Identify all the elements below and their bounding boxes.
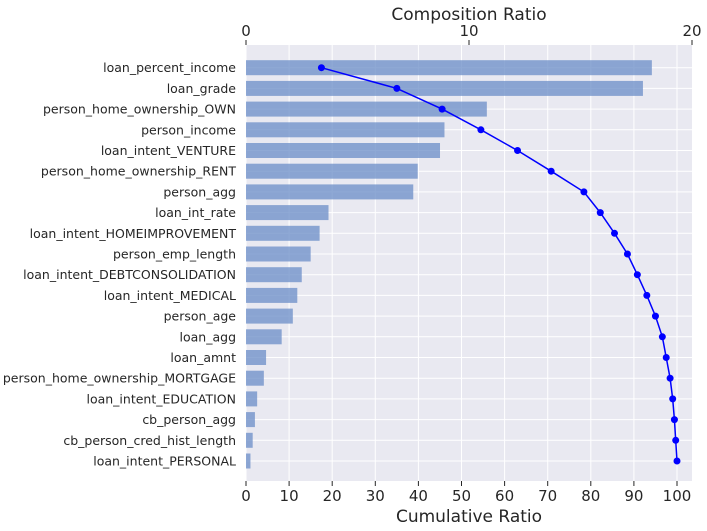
cumulative-point	[643, 291, 651, 299]
category-label: loan_intent_MEDICAL	[104, 288, 236, 303]
top-tick-label: 0	[241, 22, 251, 40]
cumulative-point	[317, 64, 325, 72]
category-label: person_emp_length	[113, 247, 236, 262]
bar	[246, 163, 418, 179]
bottom-tick-label: 100	[663, 487, 692, 505]
bar	[246, 184, 414, 200]
bottom-tick-label: 10	[280, 487, 299, 505]
top-axis-ticks: 0 10 20	[241, 22, 702, 45]
cumulative-point	[670, 416, 678, 424]
plot-background	[246, 45, 692, 481]
top-axis-title: Composition Ratio	[391, 5, 546, 25]
cumulative-point	[596, 209, 604, 217]
cumulative-point	[662, 354, 670, 361]
category-label: loan_intent_EDUCATION	[86, 391, 236, 406]
bar	[246, 308, 293, 324]
bar	[246, 453, 251, 469]
cumulative-point	[580, 188, 588, 196]
category-label: loan_percent_income	[103, 60, 236, 75]
category-label: person_agg	[163, 184, 236, 199]
bottom-tick-label: 40	[409, 487, 428, 505]
cumulative-point	[633, 271, 641, 279]
bar	[246, 205, 329, 221]
bar	[246, 246, 311, 262]
bottom-axis-title: Cumulative Ratio	[396, 507, 542, 527]
category-label: person_age	[164, 309, 237, 324]
top-tick-label: 20	[682, 22, 701, 40]
category-label: loan_grade	[167, 81, 237, 96]
bar	[246, 267, 302, 283]
bar	[246, 122, 445, 138]
cumulative-point	[393, 84, 401, 92]
bottom-tick-label: 20	[323, 487, 342, 505]
cumulative-point	[669, 395, 677, 403]
top-tick-label: 10	[459, 22, 478, 40]
cumulative-point	[611, 229, 619, 237]
bottom-tick-label: 30	[366, 487, 385, 505]
bar	[246, 432, 253, 448]
bar	[246, 329, 282, 345]
cumulative-point	[438, 105, 446, 113]
bottom-tick-label: 70	[538, 487, 557, 505]
category-label: person_home_ownership_MORTGAGE	[3, 371, 236, 386]
bar	[246, 350, 267, 365]
category-label: loan_intent_VENTURE	[101, 143, 236, 158]
bottom-tick-label: 80	[581, 487, 600, 505]
bottom-axis-ticks: 0 10 20 30 40 50 60 70 80 90 100	[241, 481, 691, 505]
bars	[246, 60, 652, 469]
cumulative-point	[651, 312, 659, 320]
cumulative-point	[623, 250, 631, 258]
bottom-tick-label: 0	[241, 487, 251, 505]
bar	[246, 287, 298, 303]
cumulative-point	[672, 436, 680, 444]
category-label: person_home_ownership_RENT	[41, 164, 236, 179]
bar	[246, 101, 487, 117]
cumulative-point	[666, 374, 674, 382]
cumulative-point	[477, 126, 485, 134]
category-label: cb_person_cred_hist_length	[63, 433, 236, 448]
category-labels: loan_percent_income loan_grade person_home…	[3, 60, 236, 468]
bar	[246, 391, 258, 407]
cumulative-point	[673, 457, 681, 465]
bottom-tick-label: 90	[624, 487, 643, 505]
bottom-tick-label: 50	[452, 487, 471, 505]
category-label: cb_person_agg	[142, 412, 236, 427]
bottom-tick-label: 60	[495, 487, 514, 505]
bar	[246, 60, 652, 76]
category-label: loan_int_rate	[155, 205, 236, 220]
category-label: person_income	[141, 122, 236, 137]
category-label: loan_intent_DEBTCONSOLIDATION	[23, 267, 236, 282]
cumulative-point	[514, 147, 522, 154]
category-label: loan_intent_PERSONAL	[93, 454, 236, 469]
cumulative-points	[317, 64, 681, 465]
category-label: loan_amnt	[170, 350, 236, 365]
cumulative-point	[547, 167, 555, 175]
category-label: loan_intent_HOMEIMPROVEMENT	[30, 226, 237, 241]
category-label: person_home_ownership_OWN	[43, 102, 236, 117]
bar	[246, 412, 255, 428]
category-label: loan_agg	[180, 329, 236, 344]
bar	[246, 80, 643, 96]
bar	[246, 225, 320, 241]
bar	[246, 370, 264, 386]
cumulative-point	[658, 333, 666, 341]
bar	[246, 143, 441, 158]
